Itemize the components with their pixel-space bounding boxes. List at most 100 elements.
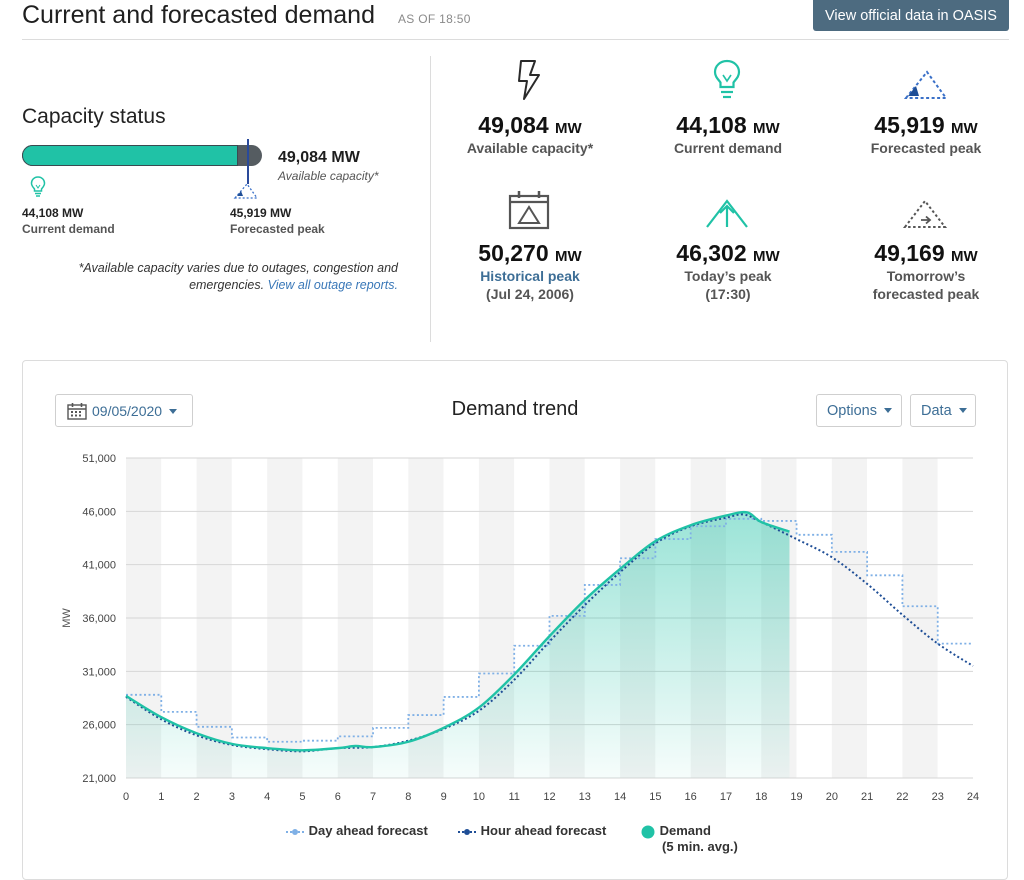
legend-demand[interactable]: Demand (5 min. avg.) bbox=[640, 823, 738, 854]
x-tick-label: 1 bbox=[158, 791, 164, 803]
x-tick-label: 15 bbox=[649, 791, 661, 803]
y-tick-label: 51,000 bbox=[82, 453, 116, 465]
legend-hour-ahead[interactable]: Hour ahead forecast bbox=[457, 823, 606, 838]
x-tick-label: 12 bbox=[543, 791, 555, 803]
historical-peak-link[interactable]: Historical peak bbox=[480, 268, 580, 284]
triangle-peak-icon bbox=[903, 70, 948, 99]
x-tick-label: 5 bbox=[299, 791, 305, 803]
legend-day-ahead[interactable]: Day ahead forecast bbox=[285, 823, 428, 838]
stat-label: Forecasted peak bbox=[870, 140, 982, 156]
current-demand-label: Current demand bbox=[22, 222, 115, 236]
capacity-bar-fill bbox=[22, 145, 238, 166]
demand-line bbox=[125, 510, 790, 752]
dotted-triangle-icon bbox=[902, 199, 948, 228]
x-tick-label: 22 bbox=[896, 791, 908, 803]
stat-label: Available capacity* bbox=[466, 140, 594, 156]
legend-sublabel: (5 min. avg.) bbox=[662, 838, 738, 854]
x-tick-label: 16 bbox=[685, 791, 697, 803]
demand-trend-chart: 21,000 26,000 31,000 36,000 41,000 46,000 51,0… bbox=[61, 453, 979, 803]
x-tick-label: 13 bbox=[579, 791, 591, 803]
x-tick-label: 20 bbox=[826, 791, 838, 803]
current-demand-value: 44,108 MW bbox=[22, 206, 84, 220]
stat-available-capacity: 49,084 MW Available capacity* bbox=[435, 112, 625, 157]
section-divider bbox=[430, 56, 431, 342]
x-tick-label: 6 bbox=[335, 791, 341, 803]
forecasted-peak-marker bbox=[247, 139, 249, 184]
chevron-down-icon bbox=[883, 408, 892, 414]
stat-label: Tomorrow’s bbox=[886, 268, 966, 284]
demand-area bbox=[126, 512, 790, 778]
date-picker-button[interactable]: 09/05/2020 bbox=[55, 394, 193, 427]
as-of-timestamp: AS OF 18:50 bbox=[398, 12, 471, 26]
options-dropdown[interactable]: Options bbox=[816, 394, 902, 427]
data-label: Data bbox=[921, 402, 952, 419]
page-title: Current and forecasted demand bbox=[22, 1, 375, 29]
options-label: Options bbox=[827, 402, 877, 419]
x-tick-label: 11 bbox=[508, 791, 519, 803]
stat-value: 45,919 MW bbox=[874, 112, 978, 138]
x-tick-label: 18 bbox=[755, 791, 767, 803]
available-capacity-label: Available capacity* bbox=[278, 169, 379, 183]
calendar-peak-icon bbox=[508, 191, 550, 230]
selected-date: 09/05/2020 bbox=[92, 402, 163, 419]
x-tick-label: 21 bbox=[861, 791, 873, 803]
x-tick-label: 3 bbox=[229, 791, 235, 803]
legend-label: Day ahead forecast bbox=[308, 823, 428, 838]
x-tick-label: 7 bbox=[370, 791, 376, 803]
x-tick-label: 19 bbox=[790, 791, 802, 803]
stat-tomorrows-peak: 49,169 MW Tomorrow’s forecasted peak bbox=[831, 240, 1021, 303]
y-tick-label: 41,000 bbox=[82, 560, 116, 572]
outage-reports-link[interactable]: View all outage reports. bbox=[267, 278, 398, 292]
legend-label: Hour ahead forecast bbox=[480, 823, 607, 838]
forecasted-peak-value: 45,919 MW bbox=[230, 206, 292, 220]
x-tick-label: 0 bbox=[123, 791, 129, 803]
stat-label: Today’s peak bbox=[684, 268, 772, 284]
day-ahead-forecast-line bbox=[126, 517, 973, 743]
capacity-note-text: *Available capacity varies due to outage… bbox=[78, 261, 398, 292]
stat-sublabel: (Jul 24, 2006) bbox=[486, 286, 574, 302]
y-tick-label: 46,000 bbox=[82, 506, 116, 518]
stat-value: 46,302 MW bbox=[676, 240, 780, 266]
stat-value: 49,169 MW bbox=[874, 240, 978, 266]
hour-ahead-legend-icon bbox=[458, 828, 476, 835]
chevron-down-icon bbox=[169, 409, 178, 415]
data-dropdown[interactable]: Data bbox=[910, 394, 976, 427]
y-tick-label: 26,000 bbox=[82, 720, 116, 732]
forecasted-peak-label: Forecasted peak bbox=[230, 222, 325, 236]
stat-value: 44,108 MW bbox=[676, 112, 780, 138]
available-capacity-value: 49,084 MW bbox=[278, 149, 360, 166]
lightbulb-icon bbox=[713, 59, 741, 99]
stat-forecasted-peak: 45,919 MW Forecasted peak bbox=[831, 112, 1021, 157]
x-tick-label: 8 bbox=[405, 791, 411, 803]
legend-label: Demand bbox=[659, 823, 711, 838]
stat-value: 49,084 MW bbox=[478, 112, 582, 138]
y-tick-label: 36,000 bbox=[82, 613, 116, 625]
view-oasis-button[interactable]: View official data in OASIS bbox=[813, 0, 1009, 31]
header-divider bbox=[22, 39, 1009, 40]
calendar-icon bbox=[67, 403, 87, 420]
stat-sublabel: (17:30) bbox=[705, 286, 751, 302]
capacity-note: *Available capacity varies due to outage… bbox=[40, 260, 398, 294]
page-header: Current and forecasted demand AS OF 18:5… bbox=[0, 0, 1024, 40]
y-tick-label: 31,000 bbox=[82, 666, 116, 678]
x-tick-label: 17 bbox=[720, 791, 732, 803]
lightbulb-icon bbox=[30, 176, 46, 197]
x-tick-label: 24 bbox=[967, 791, 979, 803]
y-tick-label: 21,000 bbox=[82, 773, 116, 785]
x-tick-label: 23 bbox=[932, 791, 944, 803]
stat-historical-peak: 50,270 MW Historical peak (Jul 24, 2006) bbox=[435, 240, 625, 303]
chevron-down-icon bbox=[958, 408, 967, 414]
day-ahead-legend-icon bbox=[286, 828, 304, 835]
x-tick-label: 2 bbox=[194, 791, 200, 803]
x-tick-label: 10 bbox=[473, 791, 485, 803]
triangle-peak-icon bbox=[233, 182, 259, 199]
stat-todays-peak: 46,302 MW Today’s peak (17:30) bbox=[633, 240, 823, 303]
stat-sublabel: forecasted peak bbox=[872, 286, 980, 302]
stat-label: Current demand bbox=[673, 140, 783, 156]
arrow-up-triangle-icon bbox=[706, 199, 748, 228]
x-tick-label: 9 bbox=[441, 791, 447, 803]
y-axis-label: MW bbox=[61, 608, 73, 628]
lightning-bolt-icon bbox=[518, 60, 540, 100]
stat-current-demand: 44,108 MW Current demand bbox=[633, 112, 823, 157]
hour-ahead-forecast-line bbox=[125, 513, 974, 753]
